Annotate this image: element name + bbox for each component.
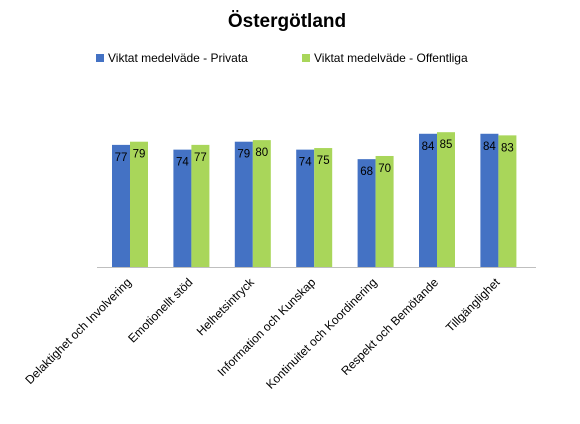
bar-respekt-och-bemotande-privata bbox=[419, 133, 437, 267]
data-label-helhetsintryck-privata: 79 bbox=[237, 149, 250, 161]
category-label-delaktighet-och-involvering: Delaktighet och Involvering bbox=[22, 275, 134, 387]
chart-title: Östergötland bbox=[228, 11, 346, 32]
bar-respekt-och-bemotande-offentliga bbox=[437, 132, 455, 267]
legend-label-offentliga: Viktat medelväde - Offentliga bbox=[314, 51, 468, 65]
bar-tillganglighet-offentliga bbox=[498, 135, 517, 267]
data-label-delaktighet-och-involvering-offentliga: 79 bbox=[133, 149, 146, 161]
category-label-tillganglighet: Tillgänglighet bbox=[443, 275, 503, 335]
bar-information-och-kunskap-offentliga bbox=[314, 148, 333, 267]
data-label-emotionellt-stod-offentliga: 77 bbox=[194, 152, 207, 164]
bar-delaktighet-och-involvering-offentliga bbox=[130, 141, 148, 267]
data-label-tillganglighet-offentliga: 83 bbox=[501, 142, 514, 154]
bar-information-och-kunskap-privata bbox=[296, 149, 315, 267]
legend: Viktat medelväde - Privata Viktat medelv… bbox=[96, 51, 468, 65]
bar-tillganglighet-privata bbox=[480, 133, 499, 267]
bar-kontinuitet-och-koordinering-privata bbox=[357, 159, 376, 267]
legend-swatch-offentliga bbox=[302, 54, 310, 62]
data-label-emotionellt-stod-privata: 74 bbox=[176, 157, 189, 169]
data-label-kontinuitet-och-koordinering-offentliga: 70 bbox=[378, 163, 391, 175]
bar-emotionellt-stod-offentliga bbox=[191, 144, 210, 267]
plot-area: 77 79 Delaktighet och Involvering 74 77 Emoti… bbox=[22, 132, 517, 392]
category-label-kontinuitet-och-koordinering: Kontinuitet och Koordinering bbox=[263, 275, 380, 392]
bar-emotionellt-stod-privata bbox=[173, 149, 192, 267]
data-label-respekt-och-bemotande-offentliga: 85 bbox=[440, 139, 453, 151]
category-label-helhetsintryck: Helhetsintryck bbox=[194, 275, 258, 339]
data-label-tillganglighet-privata: 84 bbox=[483, 141, 496, 153]
data-label-respekt-och-bemotande-privata: 84 bbox=[422, 141, 435, 153]
bar-helhetsintryck-privata bbox=[234, 141, 253, 267]
data-label-kontinuitet-och-koordinering-privata: 68 bbox=[360, 166, 373, 178]
bar-helhetsintryck-offentliga bbox=[252, 140, 271, 267]
legend-label-privata: Viktat medelväde - Privata bbox=[108, 51, 248, 65]
bar-delaktighet-och-involvering-privata bbox=[112, 144, 130, 267]
data-label-helhetsintryck-offentliga: 80 bbox=[255, 147, 268, 159]
data-label-information-och-kunskap-privata: 74 bbox=[299, 157, 312, 169]
data-label-delaktighet-och-involvering-privata: 77 bbox=[115, 152, 128, 164]
bar-kontinuitet-och-koordinering-offentliga bbox=[375, 155, 394, 267]
category-label-emotionellt-stod: Emotionellt stöd bbox=[125, 275, 195, 345]
data-label-information-och-kunskap-offentliga: 75 bbox=[317, 155, 330, 167]
category-label-information-och-kunskap: Information och Kunskap bbox=[215, 275, 319, 379]
legend-swatch-privata bbox=[96, 54, 104, 62]
